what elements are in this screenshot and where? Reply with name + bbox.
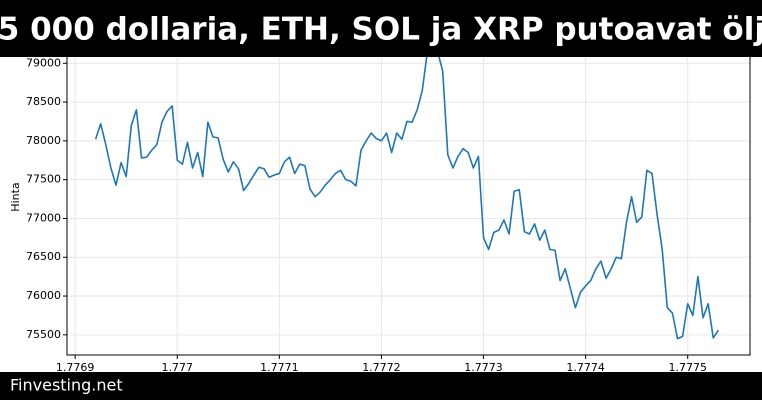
y-tick-label: 77000 <box>26 211 61 224</box>
x-tick-label: 1.7773 <box>464 361 503 374</box>
plot-area <box>67 20 750 355</box>
y-tick-label: 79000 <box>26 56 61 69</box>
y-tick-label: 75500 <box>26 328 61 341</box>
x-tick-label: 1.7769 <box>56 361 95 374</box>
footer <box>0 372 762 400</box>
y-tick-label: 76500 <box>26 250 61 263</box>
y-tick-label: 77500 <box>26 173 61 186</box>
x-tick-label: 1.777 <box>162 361 194 374</box>
x-tick-label: 1.7771 <box>260 361 299 374</box>
x-tick-label: 1.7772 <box>362 361 401 374</box>
price-line <box>94 43 720 340</box>
y-tick-label: 78500 <box>26 95 61 108</box>
banner <box>0 0 762 57</box>
x-tick-label: 1.7775 <box>668 361 707 374</box>
x-tick-label: 1.7774 <box>566 361 605 374</box>
footer-text: Finvesting.net <box>10 376 123 395</box>
y-tick-label: 76000 <box>26 289 61 302</box>
y-tick-label: 78000 <box>26 134 61 147</box>
y-axis-label: Hinta <box>9 182 22 211</box>
banner-title: i 75 000 dollaria, ETH, SOL ja XRP putoa… <box>0 12 762 48</box>
